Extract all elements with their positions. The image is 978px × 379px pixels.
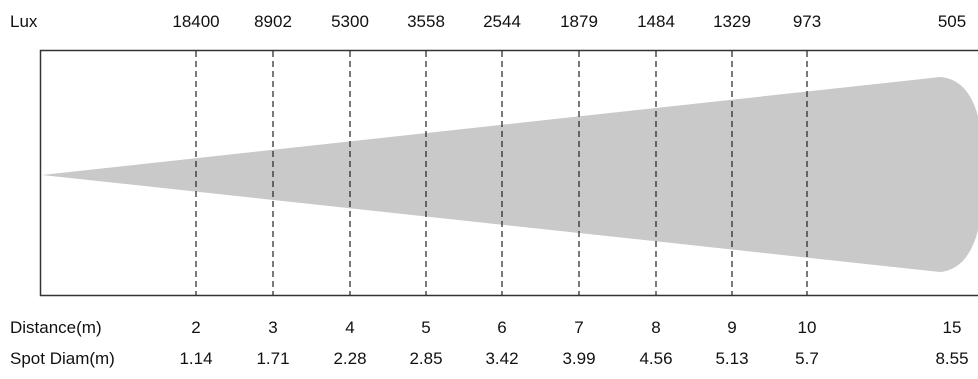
beam-cone <box>42 77 978 272</box>
lux-value: 3558 <box>407 12 445 31</box>
distance-value: 3 <box>268 318 278 337</box>
spot-diameter-value: 3.99 <box>562 349 596 368</box>
distance-value: 9 <box>727 318 737 337</box>
spot-diameter-value: 2.85 <box>409 349 443 368</box>
distance-value: 4 <box>345 318 355 337</box>
spot-diameter-value: 1.71 <box>256 349 290 368</box>
lux-value: 505 <box>937 12 967 31</box>
distance-row-label: Distance(m) <box>10 318 102 337</box>
lux-value: 18400 <box>172 12 220 31</box>
lux-row-label: Lux <box>10 12 38 31</box>
lux-value: 8902 <box>254 12 292 31</box>
spot-diameter-value: 8.55 <box>935 349 969 368</box>
lux-value: 5300 <box>331 12 369 31</box>
distance-value: 8 <box>651 318 661 337</box>
lux-value: 1879 <box>560 12 598 31</box>
spot-diameter-value: 5.13 <box>715 349 749 368</box>
lux-value: 2544 <box>483 12 521 31</box>
distance-value: 5 <box>421 318 431 337</box>
distance-value: 15 <box>942 318 962 337</box>
spot-diameter-value: 1.14 <box>179 349 213 368</box>
lux-value: 1484 <box>637 12 675 31</box>
spot-diameter-value: 5.7 <box>795 349 819 368</box>
spot-row-label: Spot Diam(m) <box>10 349 115 368</box>
diagram-frame <box>39 49 978 297</box>
distance-value: 7 <box>574 318 584 337</box>
spot-diameter-value: 2.28 <box>333 349 367 368</box>
spot-diameter-value: 4.56 <box>639 349 673 368</box>
distance-value: 2 <box>191 318 201 337</box>
spot-diameter-value: 3.42 <box>485 349 519 368</box>
lux-value: 1329 <box>713 12 751 31</box>
lux-value: 973 <box>792 12 822 31</box>
distance-value: 6 <box>497 318 507 337</box>
distance-value: 10 <box>797 318 817 337</box>
distance-gridlines <box>195 51 808 295</box>
